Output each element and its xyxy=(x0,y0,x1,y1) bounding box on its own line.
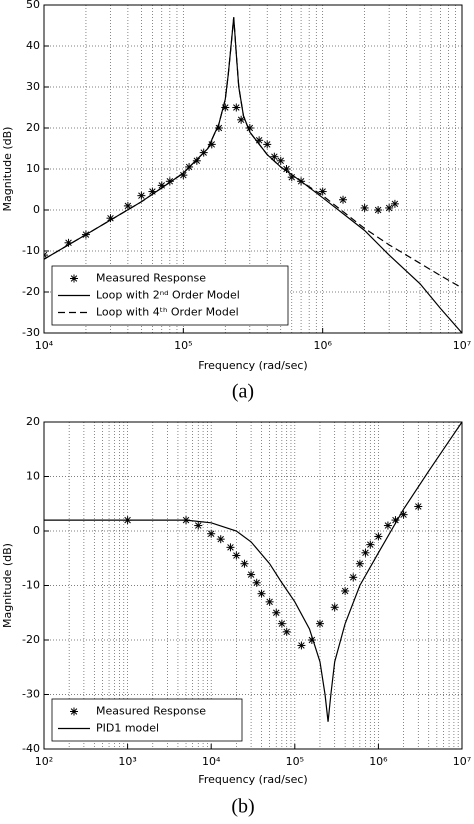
marker xyxy=(232,103,241,112)
marker xyxy=(257,589,266,598)
marker xyxy=(282,627,291,636)
marker xyxy=(252,578,261,587)
axes-frame xyxy=(43,4,463,334)
axes-frame xyxy=(43,421,463,750)
marker xyxy=(374,206,383,214)
marker xyxy=(216,535,225,544)
x-tick-label: 10⁴ xyxy=(35,339,54,352)
marker xyxy=(192,156,201,165)
marker xyxy=(341,586,350,595)
x-axis-label: Frequency (rad/sec) xyxy=(198,773,307,786)
marker xyxy=(270,152,279,161)
marker xyxy=(70,274,78,283)
x-tick-label: 10⁷ xyxy=(453,755,471,768)
x-tick-label: 10² xyxy=(35,755,53,768)
marker xyxy=(385,203,394,212)
panel: 10⁴ 10⁵ 10⁶ 10⁷ -30 -20 -10 0 10 20 30 40 50 Measured… xyxy=(1,0,471,403)
marker xyxy=(265,597,274,606)
series-line xyxy=(44,422,462,722)
x-tick-label: 10³ xyxy=(118,755,136,768)
data-layer xyxy=(44,17,462,333)
panel: 10² 10³ 10⁴ 10⁵ 10⁶ 10⁷ -40 -30 -20 -10 0 10 20 Measu… xyxy=(1,415,471,818)
y-tick-label: 50 xyxy=(26,0,40,11)
y-tick-label: -20 xyxy=(22,633,40,646)
y-tick-label: 0 xyxy=(33,524,40,537)
y-tick-label: -30 xyxy=(22,326,40,339)
marker xyxy=(374,532,383,541)
y-tick-label: 20 xyxy=(26,121,40,134)
marker xyxy=(360,203,369,212)
y-tick-label: 40 xyxy=(26,39,40,52)
x-tick-label: 10⁵ xyxy=(174,339,192,352)
x-tick-label: 10⁴ xyxy=(202,755,221,768)
marker xyxy=(137,191,146,200)
marker xyxy=(297,641,306,650)
marker xyxy=(232,551,241,560)
legend-label: Measured Response xyxy=(96,272,206,285)
marker xyxy=(44,251,48,260)
marker xyxy=(361,548,370,557)
marker xyxy=(414,502,423,511)
marker xyxy=(240,559,249,568)
marker xyxy=(366,540,375,549)
y-tick-label: -40 xyxy=(22,742,40,755)
marker xyxy=(207,529,216,538)
y-tick-label: -10 xyxy=(22,244,40,257)
legend: Measured Response Loop with 2ⁿᵈ Order Mod… xyxy=(51,265,289,326)
y-tick-label: 10 xyxy=(26,470,40,483)
legend-box xyxy=(51,698,243,742)
y-tick-label: -30 xyxy=(22,688,40,701)
legend: Measured Response PID1 model xyxy=(51,698,243,742)
marker xyxy=(272,608,281,617)
y-tick-label: 10 xyxy=(26,162,40,175)
legend-label: Loop with 2ⁿᵈ Order Model xyxy=(96,289,240,302)
legend-label: Measured Response xyxy=(96,705,206,718)
marker xyxy=(263,140,272,149)
y-tick-label: -10 xyxy=(22,579,40,592)
data-layer xyxy=(44,422,462,722)
y-tick-label: 0 xyxy=(33,203,40,216)
marker xyxy=(70,707,78,716)
marker xyxy=(349,573,358,582)
y-tick-label: -20 xyxy=(22,285,40,298)
y-tick-label: 30 xyxy=(26,80,40,93)
legend-label: PID1 model xyxy=(96,722,159,735)
marker xyxy=(339,195,348,204)
marker xyxy=(277,619,286,628)
legend-box xyxy=(51,265,289,326)
marker xyxy=(355,559,364,568)
marker xyxy=(315,619,324,628)
marker xyxy=(390,199,399,208)
y-axis-label: Magnitude (dB) xyxy=(1,127,14,212)
marker xyxy=(247,570,256,579)
y-tick-label: 20 xyxy=(26,415,40,428)
marker xyxy=(330,603,339,612)
caption: (b) xyxy=(231,796,254,818)
marker xyxy=(318,187,327,196)
y-axis-label: Magnitude (dB) xyxy=(1,543,14,628)
caption: (a) xyxy=(232,381,254,403)
marker xyxy=(123,201,132,210)
x-tick-label: 10⁶ xyxy=(369,755,388,768)
marker xyxy=(194,521,203,530)
x-tick-label: 10⁷ xyxy=(453,339,471,352)
x-tick-label: 10⁵ xyxy=(286,755,304,768)
x-tick-label: 10⁶ xyxy=(313,339,332,352)
marker xyxy=(383,521,392,530)
legend-label: Loop with 4ᵗʰ Order Model xyxy=(96,306,239,319)
marker xyxy=(237,115,246,124)
x-axis-label: Frequency (rad/sec) xyxy=(198,359,307,372)
marker xyxy=(276,156,285,165)
marker xyxy=(226,543,235,552)
series-line xyxy=(44,17,462,289)
